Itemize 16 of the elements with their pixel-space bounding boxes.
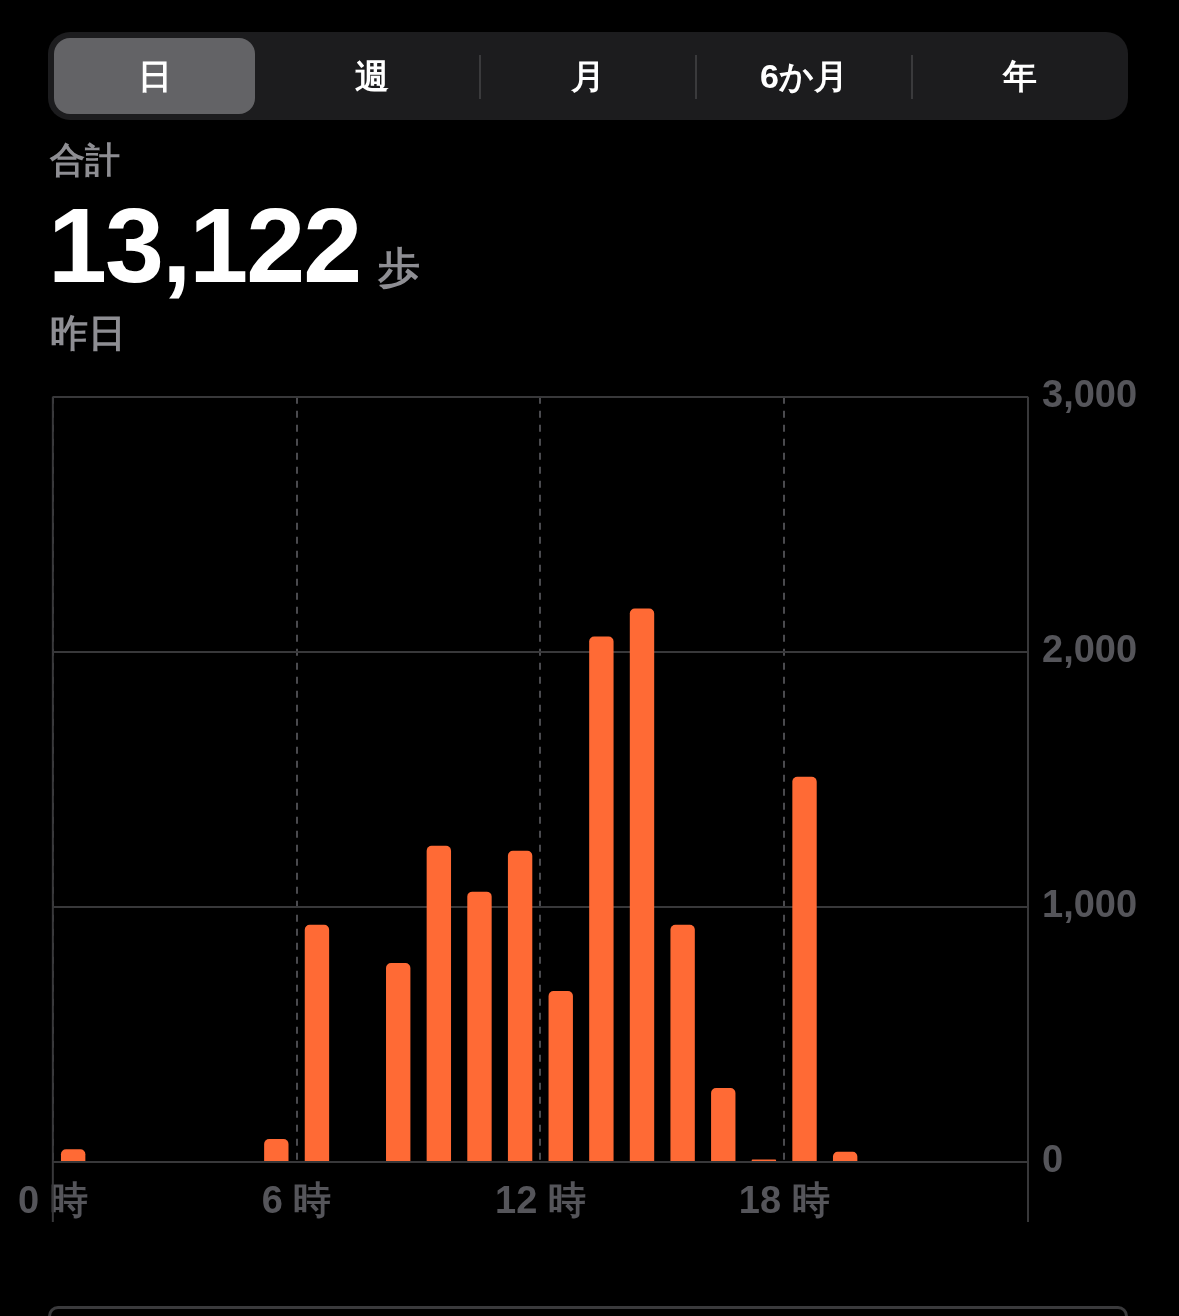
x-tick-label: 6 時 [261,1179,332,1222]
chart-title: 13,122 歩 [48,186,421,304]
text: 合計 [50,140,120,179]
text: 週 [355,56,389,96]
selected-tab: 日 [54,38,255,114]
x-tick-label: 12 時 [495,1179,586,1222]
y-tick-label: 2,000 [1042,628,1138,671]
x-tick-label: 0 時 [17,1179,88,1222]
x-tick-label: 18 時 [738,1179,830,1222]
text: 6か月 [760,56,848,96]
y-tick-label: 1,000 [1042,883,1138,926]
y-tick-label: 3,000 [1042,373,1138,416]
text: 年 [1003,56,1037,96]
y-tick-label: 0 [1042,1138,1064,1181]
text: 月 [571,56,605,96]
chart-subtitle: 昨日 [50,312,126,354]
